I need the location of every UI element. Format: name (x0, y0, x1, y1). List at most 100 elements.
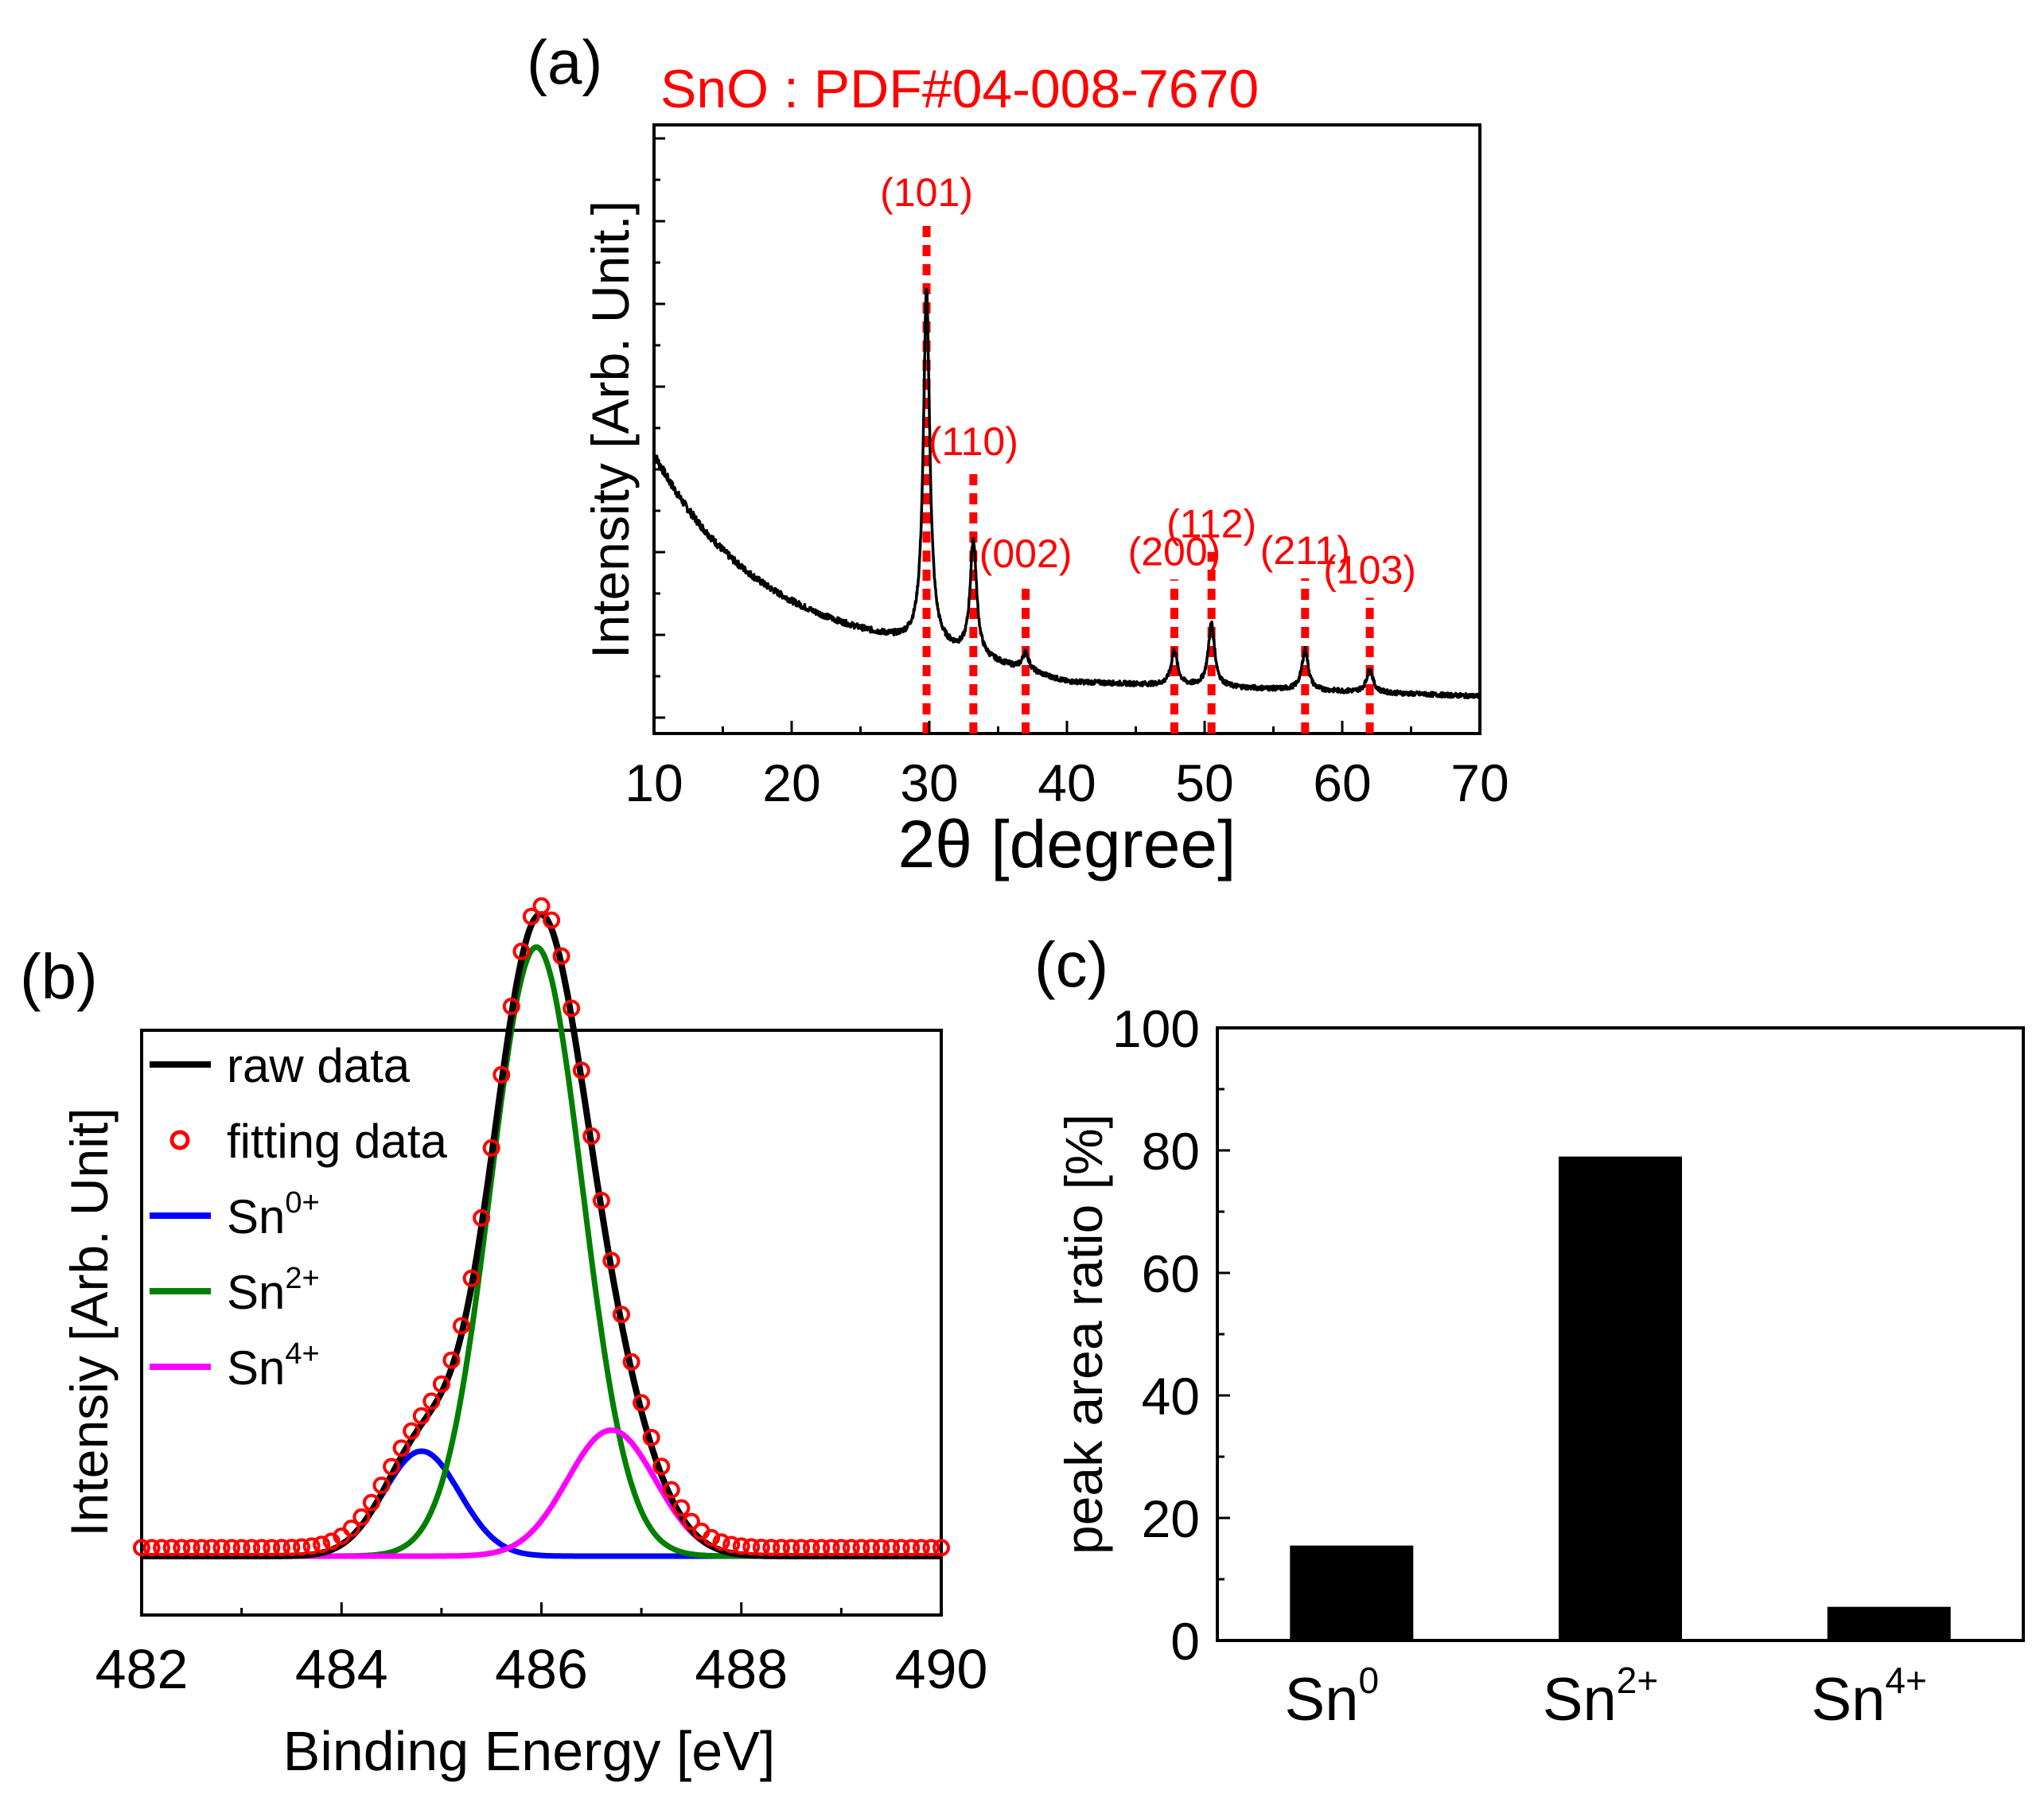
panel-c-label: (c) (1034, 929, 1108, 1000)
panel-c-bars (1290, 1156, 1951, 1640)
panel-b-fitting-point (432, 1375, 450, 1393)
panel-b-x-tick-label: 486 (495, 1638, 588, 1700)
panel-b-fitting-point (902, 1539, 921, 1557)
panel-b-legend-label: Sn0+ (227, 1186, 320, 1243)
panel-b-fitting-point (193, 1539, 211, 1557)
panel-b-fitting-point (532, 897, 551, 915)
panel-b-fitting-point (352, 1508, 371, 1526)
panel-b-fitting-point (602, 1251, 621, 1270)
panel-c-y-tick-label: 40 (1142, 1367, 1200, 1426)
panel-b-fitting-point (613, 1306, 630, 1324)
panel-c-y-tick-label: 60 (1142, 1244, 1200, 1303)
panel-c-y-axis-label: peak area ratio [%] (1054, 1114, 1113, 1555)
legend-label-text: raw data (227, 1039, 411, 1092)
panel-b-x-tick-label: 484 (295, 1638, 388, 1700)
panel-a-x-tick-label: 30 (900, 753, 958, 812)
category-label-text: Sn (1543, 1666, 1617, 1734)
legend-label-text: Sn (227, 1190, 285, 1243)
panel-b-fitting-point (502, 998, 520, 1015)
panel-a-x-tick-label: 20 (762, 753, 820, 812)
panel-c-y-tick-label: 100 (1112, 999, 1200, 1058)
panel-b-fitting-point (362, 1493, 380, 1512)
category-label-text: Sn (1285, 1666, 1359, 1734)
panel-b-fitting-point (842, 1539, 860, 1557)
panel-b-fitting-point (482, 1138, 500, 1157)
legend-label-superscript: 2+ (285, 1262, 319, 1295)
panel-b-fitting-point (153, 1539, 171, 1557)
legend-label-text: Sn (227, 1266, 285, 1319)
panel-b-fitting-point (512, 942, 531, 960)
category-label-superscript: 0 (1359, 1660, 1380, 1701)
panel-a-y-axis-label: Intensity [Arb. Unit.] (581, 200, 640, 659)
panel-b-fitting-point (282, 1539, 301, 1557)
panel-b-fitting-point (232, 1539, 251, 1557)
panel-c-category-label: Sn2+ (1543, 1660, 1658, 1734)
panel-b-fitting-point (383, 1457, 401, 1476)
panel-a-x-tick-label: 40 (1038, 753, 1096, 812)
panel-a: (a) SnO : PDF#04-008-7670 (101) (110) (002… (527, 27, 1509, 881)
panel-b-fitting-point (592, 1192, 610, 1209)
panel-b-fitting-point (792, 1539, 811, 1557)
panel-b-fitting-point (852, 1539, 870, 1557)
panel-b-fitting-point (142, 1539, 161, 1557)
category-label-text: Sn (1811, 1666, 1885, 1734)
panel-b: (b) 482 484 486 488 490 raw data fitting data… (20, 897, 987, 1782)
panel-a-peak-label: (002) (979, 531, 1073, 576)
panel-b-fitting-point (212, 1539, 231, 1557)
legend-label-text: Sn (227, 1341, 285, 1395)
panel-a-peak-label: (110) (929, 419, 1018, 464)
panel-a-plot-frame (652, 123, 1481, 735)
panel-a-peak-label: (200) (1128, 529, 1221, 574)
panel-a-peak-label: (101) (880, 170, 973, 215)
panel-a-peak-label: (211) (1260, 528, 1350, 573)
panel-b-fitting-point (633, 1394, 651, 1412)
panel-b-fitting-point (802, 1539, 820, 1557)
panel-c-bar (1290, 1545, 1414, 1640)
panel-b-fitting-point (412, 1407, 430, 1425)
panel-b-fitting-point (173, 1539, 191, 1557)
panel-a-x-axis-label: 2θ [degree] (897, 807, 1236, 881)
panel-b-legend-label: raw data (227, 1039, 411, 1092)
panel-b-fitting-point (223, 1539, 241, 1557)
panel-b-fitting-point (822, 1539, 840, 1557)
panel-c-category-label: Sn0 (1285, 1660, 1380, 1734)
panel-b-legend-label: fitting data (227, 1115, 447, 1168)
panel-b-fitting-point (162, 1539, 181, 1557)
panel-b-fitting-point (563, 999, 581, 1018)
panel-b-fitting-point (732, 1537, 750, 1555)
panel-b-fitting-point (782, 1539, 800, 1557)
panel-c-y-tick-label: 80 (1142, 1122, 1200, 1181)
panel-b-fitting-point (392, 1439, 411, 1457)
panel-a-x-tick-label: 60 (1313, 753, 1371, 812)
legend-label-text: fitting data (227, 1115, 447, 1168)
panel-b-fitting-point (522, 908, 540, 925)
category-label-superscript: 4+ (1885, 1660, 1926, 1701)
panel-b-fitting-point (773, 1539, 790, 1557)
panel-b-legend-label: Sn4+ (227, 1337, 320, 1395)
panel-b-fitting-point (543, 911, 561, 929)
panel-b-fitting-point (812, 1539, 831, 1557)
panel-b-fitting-point (652, 1457, 671, 1476)
panel-c-y-tick-label: 20 (1142, 1489, 1200, 1548)
panel-b-fitting-point (372, 1477, 391, 1494)
category-label-superscript: 2+ (1617, 1660, 1658, 1701)
panel-b-fitting-point (912, 1539, 930, 1557)
panel-b-y-axis-label: Intensiy [Arb. Unit] (60, 1107, 119, 1536)
panel-b-fitting-point (722, 1535, 741, 1554)
panel-b-fitting-point (752, 1539, 770, 1556)
panel-a-title: SnO : PDF#04-008-7670 (660, 59, 1259, 119)
panel-b-fitting-point (313, 1535, 331, 1554)
panel-b-fitting-point (762, 1539, 781, 1557)
panel-b-fitting-point (742, 1538, 761, 1556)
panel-b-fitting-point (862, 1539, 881, 1557)
panel-c-category-labels: Sn0 Sn2+ Sn4+ (1285, 1660, 1927, 1734)
panel-b-fitting-point (582, 1127, 601, 1145)
panel-b-fitting-point (672, 1499, 691, 1517)
panel-c-bar (1559, 1156, 1682, 1640)
panel-b-fitting-point (832, 1539, 851, 1557)
panel-a-x-tick-label: 70 (1450, 753, 1509, 812)
panel-a-x-ticks: 10 20 30 40 50 60 70 (625, 721, 1509, 812)
panel-b-fitting-point (422, 1392, 441, 1411)
